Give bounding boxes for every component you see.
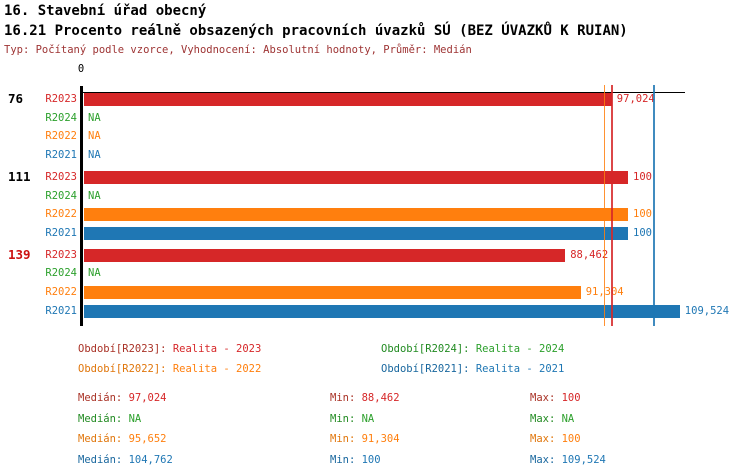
report-title: 16. Stavební úřad obecný [4, 3, 207, 19]
report-meta-line: Typ: Počítaný podle vzorce, Vyhodnocení:… [4, 44, 472, 56]
stat-median-R2024-label: Medián: [78, 412, 129, 425]
stat-median-R2023: Medián: 97,024 [78, 392, 167, 405]
bar-series-label: R2024 [45, 111, 77, 124]
stat-max-R2023-value: 100 [561, 392, 581, 404]
stat-median-R2022-value: 95,652 [128, 433, 167, 445]
stat-median-R2021-value: 104,762 [128, 453, 173, 466]
bar-series-label: R2021 [45, 148, 77, 161]
stat-max-R2022: Max: 100 [530, 433, 581, 446]
stat-median-R2024-value: NA [128, 412, 142, 425]
legend-item-R2021-label: Období[R2021]: [381, 363, 476, 375]
legend-item-R2022-label: Období[R2022]: [78, 363, 173, 375]
bar-series-label: R2023 [45, 93, 77, 105]
bar-76-R2023 [84, 93, 612, 106]
bar-value-label: 97,024 [616, 93, 655, 105]
row-number-label-111: 111 [8, 168, 31, 184]
stat-min-R2022: Min: 91,304 [330, 433, 400, 446]
stat-max-R2021: Max: 109,524 [530, 454, 606, 467]
legend-item-R2022-value: Realita - 2022 [172, 363, 262, 375]
legend-item-R2022: Období[R2022]: Realita - 2022 [78, 363, 261, 376]
bar-111-R2022 [84, 208, 628, 222]
bar-series-label: R2022 [45, 130, 77, 143]
stat-max-R2021-value: 109,524 [561, 453, 606, 466]
legend-item-R2024: Období[R2024]: Realita - 2024 [381, 343, 564, 356]
stat-min-R2024-label: Min: [330, 412, 362, 425]
stat-min-R2021-label: Min: [330, 453, 362, 466]
bar-value-label: 100 [633, 170, 652, 183]
bar-series-label: R2022 [45, 286, 77, 298]
bar-139-R2022 [84, 286, 581, 299]
stat-max-R2022-label: Max: [530, 433, 562, 445]
bar-na-label: NA [88, 148, 101, 161]
stat-min-R2023: Min: 88,462 [330, 392, 400, 405]
row-number-label-76: 76 [8, 91, 24, 106]
stat-min-R2022-label: Min: [330, 433, 362, 445]
stat-min-R2021: Min: 100 [330, 454, 381, 467]
stat-median-R2022-label: Medián: [78, 433, 129, 445]
bar-series-label: R2023 [45, 248, 77, 261]
stat-max-R2024-label: Max: [530, 412, 562, 425]
bar-value-label: 100 [633, 208, 652, 221]
stat-min-R2021-value: 100 [361, 453, 381, 466]
axis-vertical-line [80, 86, 83, 326]
stat-min-R2024-value: NA [361, 412, 375, 425]
bar-series-label: R2021 [45, 304, 77, 317]
axis-zero-label: 0 [77, 63, 85, 75]
bar-111-R2023 [84, 170, 628, 184]
stat-max-R2021-label: Max: [530, 453, 562, 466]
stat-median-R2022: Medián: 95,652 [78, 433, 167, 446]
stat-min-R2023-label: Min: [330, 392, 362, 404]
bar-series-label: R2024 [45, 267, 77, 280]
bar-series-label: R2022 [45, 208, 77, 221]
stat-median-R2024: Medián: NA [78, 413, 141, 426]
stat-max-R2023: Max: 100 [530, 392, 581, 405]
bar-111-R2021 [84, 226, 628, 240]
bar-value-label: 88,462 [570, 248, 609, 261]
stat-max-R2023-label: Max: [530, 392, 562, 404]
bar-na-label: NA [88, 111, 101, 124]
stat-median-R2023-value: 97,024 [128, 392, 167, 404]
bar-value-label: 100 [633, 226, 652, 239]
stat-max-R2024-value: NA [561, 412, 575, 425]
bar-value-label: 109,524 [684, 304, 730, 317]
legend-item-R2021: Období[R2021]: Realita - 2021 [381, 363, 564, 376]
bar-series-label: R2021 [45, 226, 77, 239]
median-line-R2021 [653, 85, 655, 326]
stat-median-R2021-label: Medián: [78, 453, 129, 466]
bar-139-R2021 [84, 304, 680, 318]
row-number-label-139: 139 [8, 246, 31, 262]
stat-max-R2024: Max: NA [530, 413, 574, 426]
bar-series-label: R2023 [45, 170, 77, 183]
report-subtitle: 16.21 Procento reálně obsazených pracovn… [4, 23, 628, 39]
median-line-R2023 [611, 85, 613, 326]
bar-na-label: NA [88, 189, 101, 202]
bar-na-label: NA [88, 267, 101, 280]
axis-top-line [81, 91, 685, 93]
stat-min-R2024: Min: NA [330, 413, 374, 426]
bar-139-R2023 [84, 248, 566, 262]
stat-min-R2023-value: 88,462 [361, 392, 400, 404]
stat-median-R2023-label: Medián: [78, 392, 129, 404]
stat-max-R2022-value: 100 [561, 433, 581, 445]
legend-item-R2023-value: Realita - 2023 [172, 343, 262, 355]
legend-item-R2023: Období[R2023]: Realita - 2023 [78, 343, 261, 356]
bar-na-label: NA [88, 130, 101, 143]
stat-min-R2022-value: 91,304 [361, 433, 400, 445]
legend-item-R2021-value: Realita - 2021 [475, 363, 565, 375]
stat-median-R2021: Medián: 104,762 [78, 454, 173, 467]
median-line-R2022 [603, 85, 606, 326]
bar-series-label: R2024 [45, 189, 77, 202]
legend-item-R2023-label: Období[R2023]: [78, 343, 173, 355]
legend-item-R2024-label: Období[R2024]: [381, 343, 476, 355]
legend-item-R2024-value: Realita - 2024 [475, 343, 565, 355]
